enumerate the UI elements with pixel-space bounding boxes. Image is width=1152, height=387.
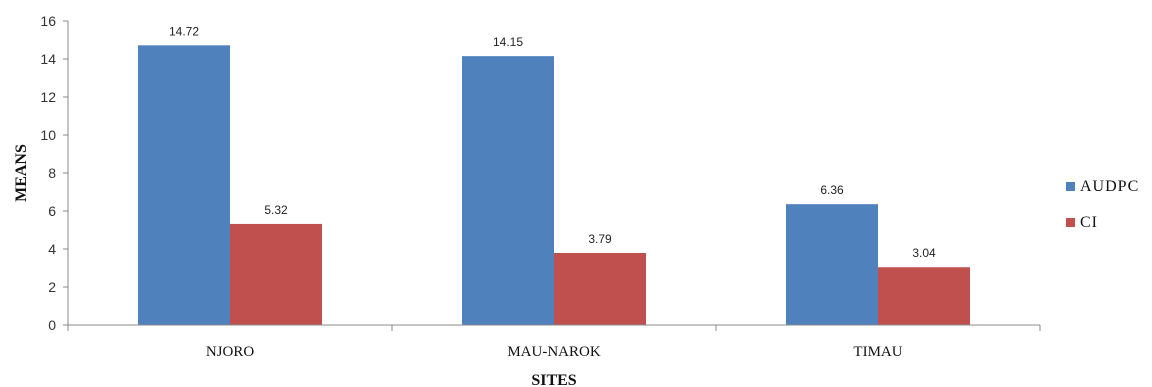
y-tick-label: 4 xyxy=(48,241,56,257)
x-tick-label: MAU-NAROK xyxy=(507,344,601,360)
legend-swatch-ci xyxy=(1066,218,1075,227)
y-tick-label: 8 xyxy=(48,165,56,181)
y-tick-label: 10 xyxy=(40,127,56,143)
legend-label-ci: CI xyxy=(1080,214,1098,231)
x-tick-label: NJORO xyxy=(206,344,255,360)
y-tick-label: 16 xyxy=(40,13,56,29)
y-axis-ticks: 0 2 4 6 8 10 12 14 16 xyxy=(40,13,68,333)
x-axis-title: SITES xyxy=(531,372,576,387)
data-label: 6.36 xyxy=(820,183,844,197)
x-axis-ticks: NJORO MAU-NAROK TIMAU xyxy=(67,325,1041,360)
bar-ci xyxy=(554,252,646,325)
bar-ci xyxy=(878,267,970,325)
data-label: 5.32 xyxy=(264,203,288,217)
bar-audpc xyxy=(462,56,554,326)
y-tick-label: 12 xyxy=(40,89,56,105)
data-label: 3.79 xyxy=(588,232,612,246)
data-label: 14.72 xyxy=(169,24,199,38)
bar-ci xyxy=(230,223,322,325)
data-label: 3.04 xyxy=(912,246,936,260)
legend-label-audpc: AUDPC xyxy=(1080,178,1139,195)
y-tick-label: 6 xyxy=(48,203,56,219)
data-labels: 14.72 5.32 14.15 3.79 6.36 3.04 xyxy=(169,24,936,260)
legend-swatch-audpc xyxy=(1066,182,1075,191)
bars xyxy=(138,45,970,326)
y-tick-label: 0 xyxy=(48,317,56,333)
y-axis-title: MEANS xyxy=(13,144,30,202)
x-tick-label: TIMAU xyxy=(853,344,902,360)
bar-audpc xyxy=(138,45,230,325)
legend: AUDPC CI xyxy=(1066,178,1139,231)
y-tick-label: 14 xyxy=(40,51,56,67)
y-tick-label: 2 xyxy=(48,279,56,295)
data-label: 14.15 xyxy=(493,35,523,49)
bar-audpc xyxy=(786,204,878,325)
